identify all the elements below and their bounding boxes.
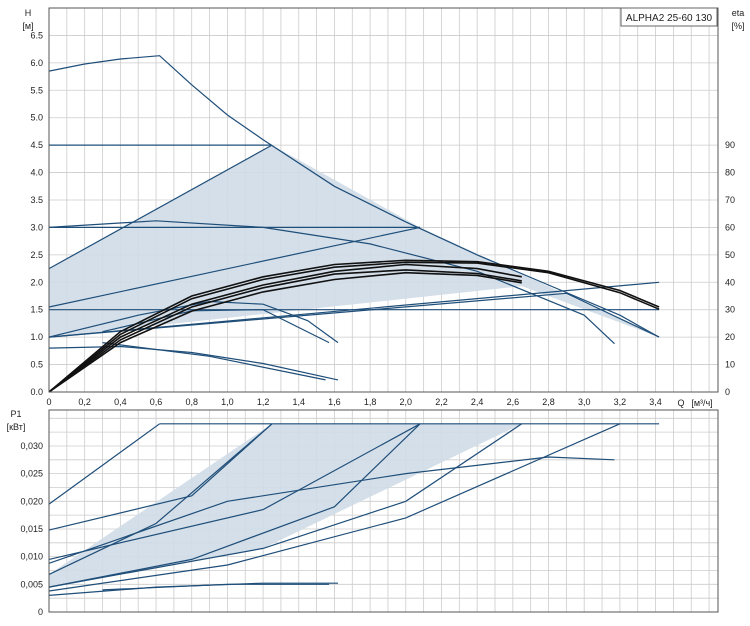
head-curve-10 xyxy=(102,342,326,381)
x-tick-label: 3,2 xyxy=(614,397,627,407)
y2-tick-label: 70 xyxy=(725,195,735,205)
bottom-y-axis-unit: [кВт] xyxy=(7,422,26,432)
power-curve-6 xyxy=(48,423,273,531)
x-tick-label: 1,0 xyxy=(221,397,234,407)
y-tick-label: 0.0 xyxy=(30,387,43,397)
x-tick-label: 0,8 xyxy=(185,397,198,407)
x-tick-label: 0,6 xyxy=(150,397,163,407)
y-tick-label: 1.0 xyxy=(30,332,43,342)
power-curve-3 xyxy=(48,423,421,588)
x-tick-label: 2,4 xyxy=(471,397,484,407)
x-tick-label: 1,8 xyxy=(364,397,377,407)
power-curve-5 xyxy=(48,423,421,560)
y-axis-unit: [м] xyxy=(22,21,33,31)
x-tick-label: 0,2 xyxy=(78,397,91,407)
x-axis-unit: [м³/ч] xyxy=(691,398,712,408)
x-tick-label: 0 xyxy=(46,397,51,407)
x-tick-label: 2,6 xyxy=(507,397,520,407)
axis-labels: H [м] eta [%] Q [м³/ч] P1 [кВт] ALPHA2 2… xyxy=(7,7,745,432)
head-curve-0 xyxy=(48,55,660,338)
bottom-y-tick-label: 0,015 xyxy=(20,524,43,534)
bottom-y-tick-label: 0,010 xyxy=(20,552,43,562)
head-plot: 0 0,2 0,4 0,6 0,8 1,0 1,2 1,4 1,6 1,8 2,0 2,2 2,4 2,6… xyxy=(30,7,735,407)
chart-title-box xyxy=(620,7,718,27)
y2-tick-label: 20 xyxy=(725,332,735,342)
y-tick-label: 0.5 xyxy=(30,360,43,370)
y2-axis-title: eta xyxy=(732,8,745,18)
power-plot-frame xyxy=(48,409,719,613)
y-tick-label: 2.0 xyxy=(30,277,43,287)
y2-tick-label: 90 xyxy=(725,140,735,150)
power-plot: 0 0,005 0,010 0,015 0,020 0,025 0,030 xyxy=(20,409,719,617)
head-curve-9 xyxy=(48,345,339,381)
y-tick-label: 5.0 xyxy=(30,113,43,123)
bottom-y-tick-label: 0,005 xyxy=(20,579,43,589)
x-tick-label: 0,4 xyxy=(114,397,127,407)
bottom-y-axis-title: P1 xyxy=(10,409,21,419)
y-tick-label: 6.0 xyxy=(30,58,43,68)
x-tick-label: 1,4 xyxy=(293,397,306,407)
y2-tick-label: 0 xyxy=(725,387,730,397)
y2-tick-label: 50 xyxy=(725,250,735,260)
efficiency-curve-15 xyxy=(48,263,522,393)
y-tick-label: 2.5 xyxy=(30,250,43,260)
x-tick-label: 2,2 xyxy=(435,397,448,407)
efficiency-curve-17 xyxy=(48,271,522,393)
y2-tick-label: 10 xyxy=(725,360,735,370)
power-curve-10 xyxy=(102,583,330,591)
y-tick-label: 4.0 xyxy=(30,168,43,178)
power-curve-7 xyxy=(48,456,615,564)
bottom-y-tick-label: 0,020 xyxy=(20,496,43,506)
y2-axis-unit: [%] xyxy=(731,21,744,31)
y-tick-label: 3.5 xyxy=(30,195,43,205)
x-tick-label: 2,0 xyxy=(400,397,413,407)
head-curve-5 xyxy=(48,226,421,308)
y-tick-label: 4.5 xyxy=(30,140,43,150)
efficiency-curve-14 xyxy=(48,261,660,393)
y2-tick-label: 30 xyxy=(725,305,735,315)
head-curve-8 xyxy=(48,220,615,345)
y-tick-label: 1.5 xyxy=(30,305,43,315)
x-tick-label: 1,2 xyxy=(257,397,270,407)
y2-tick-label: 40 xyxy=(725,277,735,287)
efficiency-curve-13 xyxy=(48,259,660,393)
power-curve-8 xyxy=(48,423,621,592)
x-axis-title: Q xyxy=(677,398,684,408)
head-curve-4 xyxy=(48,144,273,270)
bottom-y-tick-label: 0 xyxy=(38,607,43,617)
head-plot-frame xyxy=(48,7,719,393)
x-tick-label: 1,6 xyxy=(328,397,341,407)
efficiency-curve-16 xyxy=(48,269,522,393)
x-tick-label: 3,4 xyxy=(649,397,662,407)
chart-title: ALPHA2 25-60 130 xyxy=(626,13,713,24)
x-tick-label: 2,8 xyxy=(542,397,555,407)
y2-tick-label: 80 xyxy=(725,168,735,178)
power-curve-2 xyxy=(48,423,273,575)
y-tick-label: 3.0 xyxy=(30,222,43,232)
power-curve-1 xyxy=(48,423,160,505)
power-range-area xyxy=(49,423,522,588)
y-axis-title: H xyxy=(25,8,32,18)
bottom-y-tick-label: 0,030 xyxy=(20,441,43,451)
y-tick-label: 6.5 xyxy=(30,30,43,40)
head-curve-7 xyxy=(48,292,660,338)
power-curve-4 xyxy=(48,423,523,588)
y2-tick-label: 60 xyxy=(725,222,735,232)
bottom-y-tick-label: 0,025 xyxy=(20,469,43,479)
x-tick-label: 3,0 xyxy=(578,397,591,407)
top-grid xyxy=(49,8,718,392)
head-curve-11 xyxy=(48,300,339,344)
y-tick-label: 5.5 xyxy=(30,85,43,95)
